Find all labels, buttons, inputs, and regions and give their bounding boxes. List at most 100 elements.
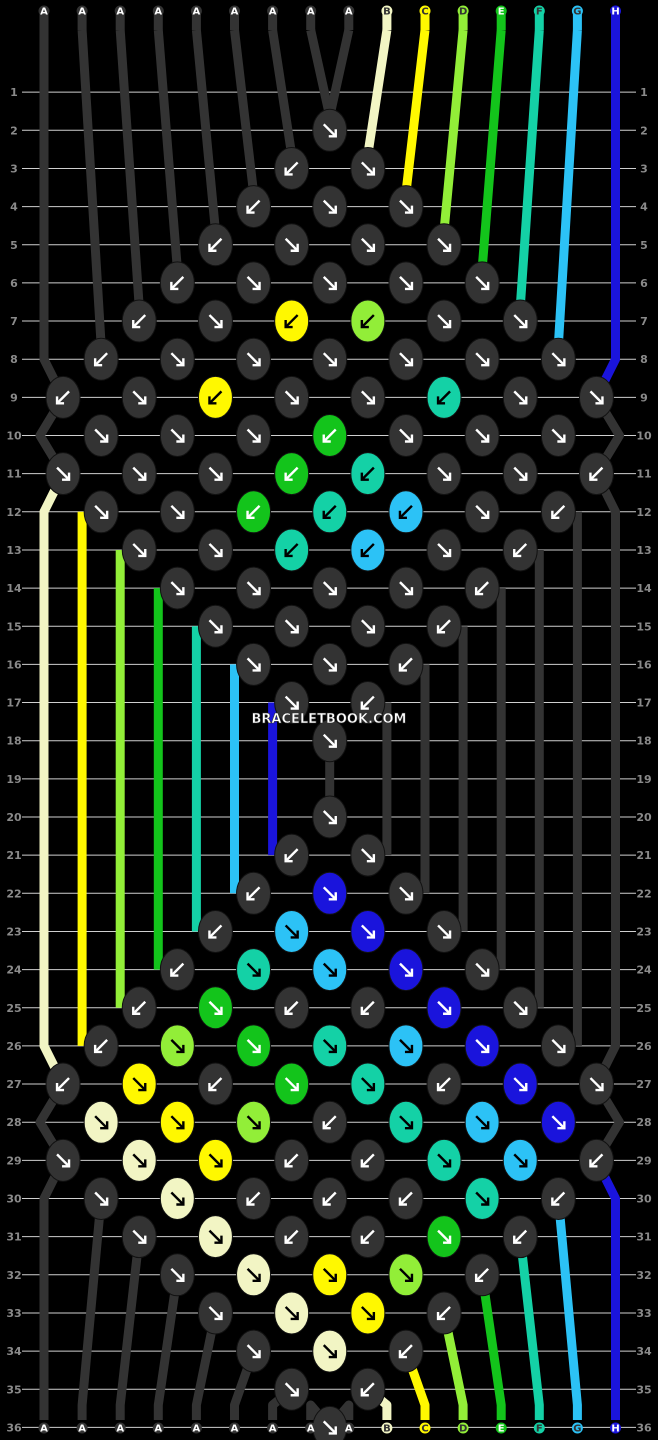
string-label: E — [498, 1424, 505, 1435]
knot — [350, 299, 386, 343]
arrow-down-left-icon — [208, 237, 223, 252]
arrow-down-right-icon — [208, 1229, 223, 1244]
arrow-down-left-icon — [551, 504, 566, 519]
row-label: 11 — [636, 468, 651, 481]
string-label: H — [611, 1424, 619, 1435]
row-label: 9 — [10, 391, 18, 404]
knot — [502, 375, 538, 419]
knot — [388, 337, 424, 381]
row-label: 21 — [6, 849, 21, 862]
arrow-down-right-icon — [361, 1306, 376, 1321]
arrow-down-right-icon — [513, 390, 528, 405]
arrow-down-left-icon — [93, 352, 108, 367]
arrow-down-left-icon — [513, 1229, 528, 1244]
arrow-down-left-icon — [360, 1382, 375, 1397]
knot — [83, 337, 119, 381]
knot — [197, 528, 233, 572]
string-labels: A A A A A A A A A B C D E F G H A A A A A A A A A B C D E F G H — [38, 5, 621, 1435]
knot — [121, 1138, 157, 1182]
knot — [426, 1291, 462, 1335]
arrow-down-right-icon — [246, 1344, 261, 1359]
knot — [426, 299, 462, 343]
row-label: 36 — [636, 1421, 652, 1434]
knot — [350, 681, 386, 725]
knot — [274, 986, 310, 1030]
knot — [350, 146, 386, 190]
row-label: 32 — [6, 1269, 21, 1282]
knot — [312, 1253, 348, 1297]
knot — [388, 185, 424, 229]
knot — [236, 337, 272, 381]
arrow-down-left-icon — [246, 886, 261, 901]
knot — [388, 948, 424, 992]
knot — [236, 490, 272, 534]
string-label: A — [307, 7, 315, 18]
arrow-down-left-icon — [322, 504, 337, 519]
row-label: 18 — [6, 735, 21, 748]
row-label: 33 — [6, 1307, 21, 1320]
thread-paths — [35, 12, 624, 1431]
knot — [464, 1253, 500, 1297]
knot — [426, 1062, 462, 1106]
arrow-down-right-icon — [246, 1039, 261, 1054]
knot — [502, 452, 538, 496]
arrow-down-left-icon — [398, 1344, 413, 1359]
arrow-down-right-icon — [170, 428, 185, 443]
arrow-down-right-icon — [246, 276, 261, 291]
arrow-down-right-icon — [94, 1115, 109, 1130]
row-label: 3 — [640, 162, 648, 175]
knot — [274, 1367, 310, 1411]
row-label: 30 — [6, 1193, 22, 1206]
knot — [197, 1062, 233, 1106]
string-label: A — [345, 1424, 353, 1435]
arrow-down-left-icon — [551, 1191, 566, 1206]
knot — [578, 1138, 614, 1182]
arrow-down-right-icon — [208, 314, 223, 329]
arrow-down-left-icon — [284, 1229, 299, 1244]
knot — [159, 1024, 195, 1068]
arrow-down-right-icon — [361, 237, 376, 252]
row-label: 25 — [636, 1002, 651, 1015]
row-label: 4 — [640, 201, 648, 214]
arrow-down-right-icon — [475, 352, 490, 367]
knot — [388, 1253, 424, 1297]
arrow-down-right-icon — [437, 1153, 452, 1168]
arrow-down-right-icon — [132, 543, 147, 558]
knot — [464, 566, 500, 610]
arrow-down-right-icon — [551, 1115, 566, 1130]
knot — [464, 337, 500, 381]
arrow-down-left-icon — [284, 1000, 299, 1015]
row-label: 10 — [6, 430, 22, 443]
row-label: 29 — [636, 1154, 651, 1167]
row-label: 11 — [6, 468, 21, 481]
knot — [236, 948, 272, 992]
row-label: 6 — [10, 277, 18, 290]
knot — [464, 414, 500, 457]
knot — [45, 452, 81, 496]
knot — [274, 833, 310, 877]
knot — [540, 337, 576, 381]
arrow-down-right-icon — [475, 1115, 490, 1130]
row-label: 24 — [636, 964, 652, 977]
knot — [121, 986, 157, 1030]
arrow-down-right-icon — [475, 1039, 490, 1054]
arrow-down-right-icon — [170, 1039, 185, 1054]
arrow-down-left-icon — [589, 466, 604, 481]
knot — [83, 1177, 119, 1220]
row-label: 26 — [6, 1040, 22, 1053]
arrow-down-left-icon — [284, 848, 299, 863]
row-label: 13 — [6, 544, 21, 557]
knot — [236, 185, 272, 229]
row-label: 35 — [636, 1383, 651, 1396]
knot — [121, 452, 157, 496]
knot — [540, 414, 576, 457]
string-label: C — [421, 1424, 428, 1435]
knot — [121, 528, 157, 572]
row-label: 12 — [636, 506, 651, 519]
knot — [312, 948, 348, 992]
arrow-down-right-icon — [322, 352, 337, 367]
arrow-down-right-icon — [475, 504, 490, 519]
row-label: 18 — [636, 735, 651, 748]
knot — [464, 1177, 500, 1220]
